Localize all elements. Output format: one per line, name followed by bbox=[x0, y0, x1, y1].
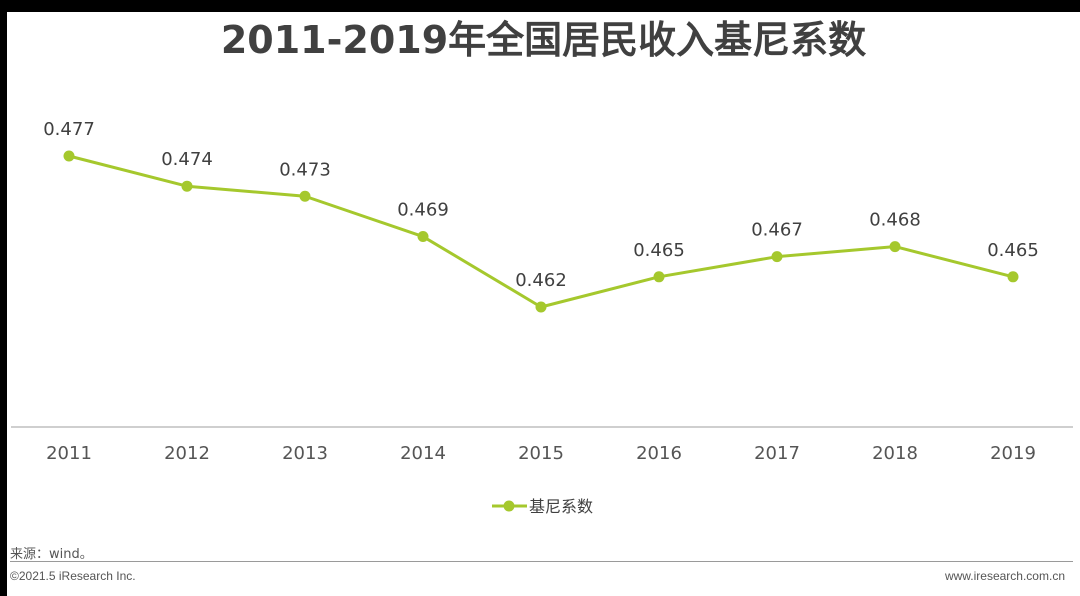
data-point bbox=[299, 190, 311, 202]
slide-panel: 2011-2019年全国居民收入基尼系数 2011 2012 2013 2014 201… bbox=[7, 12, 1080, 596]
site-url[interactable]: www.iresearch.com.cn bbox=[944, 569, 1065, 583]
x-tick-label: 2018 bbox=[872, 443, 918, 464]
chart-title: 2011-2019年全国居民收入基尼系数 bbox=[220, 18, 867, 62]
data-label: 0.473 bbox=[279, 159, 331, 180]
data-point bbox=[181, 180, 193, 192]
x-tick-label: 2019 bbox=[990, 443, 1036, 464]
footer-divider bbox=[10, 561, 1073, 562]
data-point bbox=[417, 231, 429, 243]
x-tick-label: 2013 bbox=[282, 443, 328, 464]
data-label: 0.474 bbox=[161, 149, 213, 170]
source-note: 来源：wind。 bbox=[10, 547, 93, 562]
line-chart: 2011 2012 2013 2014 2015 2016 2017 2018 2019 0.47… bbox=[11, 119, 1073, 516]
data-point bbox=[63, 150, 75, 162]
x-tick-label: 2014 bbox=[400, 443, 446, 464]
legend-marker bbox=[503, 500, 515, 512]
data-label: 0.465 bbox=[987, 240, 1039, 261]
data-label: 0.477 bbox=[43, 119, 95, 140]
x-tick-label: 2017 bbox=[754, 443, 800, 464]
copyright-text: ©2021.5 iResearch Inc. bbox=[10, 569, 136, 583]
data-point bbox=[653, 271, 665, 283]
x-tick-label: 2016 bbox=[636, 443, 682, 464]
data-label: 0.465 bbox=[633, 240, 685, 261]
x-tick-label: 2012 bbox=[164, 443, 210, 464]
data-label: 0.468 bbox=[869, 210, 921, 231]
x-tick-label: 2015 bbox=[518, 443, 564, 464]
data-point bbox=[889, 241, 901, 253]
data-point bbox=[535, 301, 547, 313]
legend-label: 基尼系数 bbox=[529, 497, 593, 516]
data-label: 0.467 bbox=[751, 220, 803, 241]
data-point bbox=[771, 251, 783, 263]
data-label: 0.469 bbox=[397, 200, 449, 221]
data-point bbox=[1007, 271, 1019, 283]
data-label: 0.462 bbox=[515, 270, 567, 291]
x-tick-label: 2011 bbox=[46, 443, 92, 464]
